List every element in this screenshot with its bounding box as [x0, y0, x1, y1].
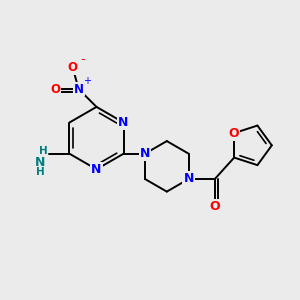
Text: N: N — [118, 116, 129, 129]
Text: -: - — [80, 53, 85, 66]
Text: H: H — [36, 167, 45, 176]
Text: H: H — [39, 146, 48, 156]
Text: N: N — [35, 155, 46, 169]
Text: N: N — [91, 163, 102, 176]
Text: O: O — [229, 127, 239, 140]
Text: N: N — [184, 172, 194, 185]
Text: O: O — [209, 200, 220, 213]
Text: O: O — [68, 61, 78, 74]
Text: O: O — [50, 82, 61, 95]
Text: N: N — [140, 147, 150, 160]
Text: N: N — [74, 82, 84, 95]
Text: +: + — [83, 76, 91, 86]
